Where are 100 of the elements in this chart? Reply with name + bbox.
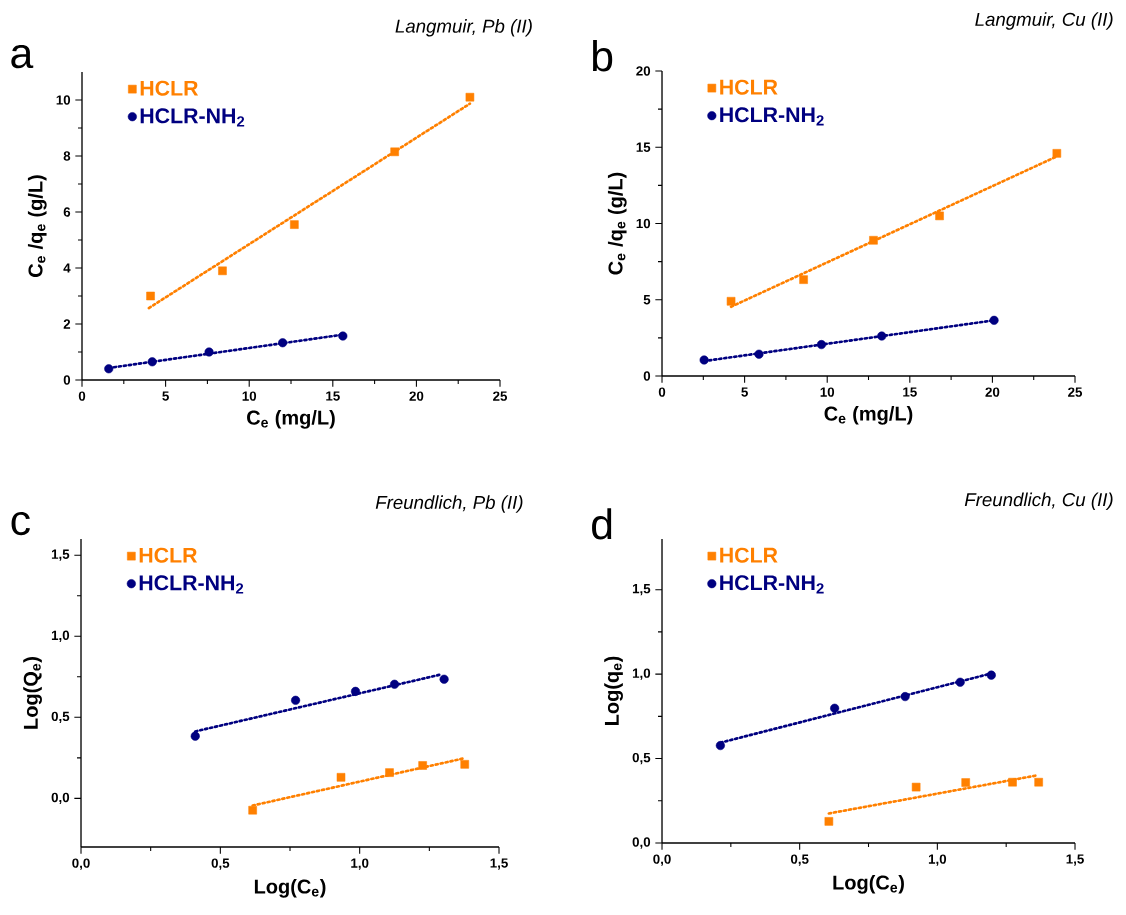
point: [816, 340, 826, 350]
point: [955, 677, 965, 687]
x-tick-label: 1,5: [490, 858, 508, 870]
legend-label: HCLR-NH$_{2}$: [140, 108, 245, 127]
x-tick-label: 20: [985, 387, 1000, 397]
y-tick-label: 1,5: [632, 584, 651, 596]
x-tick-label: 0,0: [653, 854, 671, 866]
y-tick-label: 0: [643, 371, 651, 381]
x-tick-label: 1,0: [928, 854, 947, 866]
point: [830, 703, 840, 713]
legend-label: HCLR-NH$_{2}$: [720, 575, 824, 594]
point: [465, 92, 475, 102]
point: [390, 147, 399, 157]
point: [935, 211, 944, 221]
x-tick-label: 10: [820, 387, 835, 397]
point: [799, 275, 808, 284]
x-tick-label: 25: [493, 391, 508, 401]
y-tick-label: 5: [643, 295, 651, 305]
point: [900, 692, 910, 702]
point: [989, 315, 999, 325]
x-tick-label: 5: [741, 387, 748, 397]
point: [350, 686, 361, 696]
y-tick-label: 0,5: [632, 752, 651, 765]
y-tick-label: 1,0: [632, 668, 651, 680]
y-tick-label: 0,5: [51, 711, 70, 724]
y-tick-label: 2: [63, 319, 71, 329]
point: [290, 220, 299, 229]
y-tick-label: 1,5: [51, 549, 70, 561]
x-tick-label: 5: [162, 391, 169, 401]
chart-title: Freundlich, Pb (II): [375, 495, 523, 513]
point: [204, 347, 214, 357]
y-axis-title: C$_{e}$ /q$_{e}$ (g/L): [607, 172, 627, 275]
point: [754, 349, 764, 359]
point: [869, 236, 878, 245]
point: [147, 357, 157, 367]
x-tick-label: 1,0: [351, 858, 369, 870]
point: [715, 741, 725, 751]
text: d: [592, 508, 612, 540]
point: [248, 805, 257, 815]
y-tick-label: 0,0: [51, 792, 70, 805]
x-tick-label: 0,0: [72, 858, 90, 870]
point: [389, 679, 400, 689]
y-axis-title: C$_{e}$ /q$_{e}$ (g/L): [27, 175, 47, 277]
x-tick-label: 0: [658, 387, 666, 397]
point: [460, 760, 469, 769]
chart-title: Langmuir, Cu (II): [975, 12, 1113, 30]
x-tick-label: 25: [1068, 387, 1083, 397]
text: b: [593, 40, 613, 72]
x-tick-label: 0,5: [790, 854, 809, 866]
point: [104, 364, 114, 374]
point: [1052, 149, 1062, 158]
y-tick-label: 8: [63, 151, 71, 161]
x-axis-title: C$_{e}$ (mg/L): [247, 409, 335, 429]
text: c: [11, 511, 30, 536]
x-axis-title: C$_{e}$ (mg/L): [824, 405, 913, 425]
point: [418, 761, 427, 770]
text: a: [11, 44, 34, 69]
point: [291, 695, 301, 705]
legend-label: HCLR: [140, 80, 199, 96]
x-tick-label: 0,5: [211, 858, 230, 870]
legend-label: HCLR: [720, 547, 778, 563]
legend-label: HCLR: [720, 79, 778, 95]
point: [699, 355, 709, 365]
x-axis-title: Log(C$_{e}$): [833, 874, 904, 894]
point: [336, 773, 346, 782]
y-tick-label: 0: [63, 375, 71, 385]
y-tick-label: 0,0: [632, 837, 651, 849]
y-tick-label: 10: [636, 218, 651, 229]
point: [439, 674, 449, 684]
point: [278, 338, 288, 348]
x-tick-label: 10: [242, 391, 257, 401]
x-axis-title: Log(C$_{e}$): [254, 878, 326, 898]
point: [146, 291, 155, 301]
point: [911, 782, 921, 792]
x-tick-label: 0: [78, 391, 86, 401]
point: [986, 670, 996, 680]
point: [190, 731, 200, 741]
y-axis-title: Log(Q$_{e}$): [23, 657, 42, 729]
y-tick-label: 15: [636, 142, 651, 152]
legend-label: HCLR-NH$_{2}$: [720, 107, 824, 126]
chart-title: Freundlich, Cu (II): [964, 492, 1113, 510]
legend-label: HCLR-NH$_{2}$: [139, 575, 244, 594]
legend-label: HCLR: [139, 547, 198, 563]
y-tick-label: 6: [63, 207, 71, 217]
chart-title: Langmuir, Pb (II): [395, 19, 532, 37]
y-tick-label: 1,0: [51, 630, 70, 642]
point: [1034, 777, 1043, 787]
y-tick-label: 10: [56, 95, 71, 105]
y-tick-label: 4: [63, 263, 71, 273]
y-tick-label: 20: [636, 66, 651, 76]
x-tick-label: 1,5: [1066, 854, 1084, 866]
point: [385, 768, 394, 777]
x-tick-label: 15: [903, 387, 917, 397]
point: [1008, 777, 1017, 787]
point: [877, 331, 887, 341]
x-tick-label: 15: [326, 391, 340, 401]
point: [961, 778, 970, 787]
x-tick-label: 20: [409, 391, 424, 401]
point: [338, 331, 348, 341]
y-axis-title: Log(q$_{e}$): [604, 656, 623, 725]
